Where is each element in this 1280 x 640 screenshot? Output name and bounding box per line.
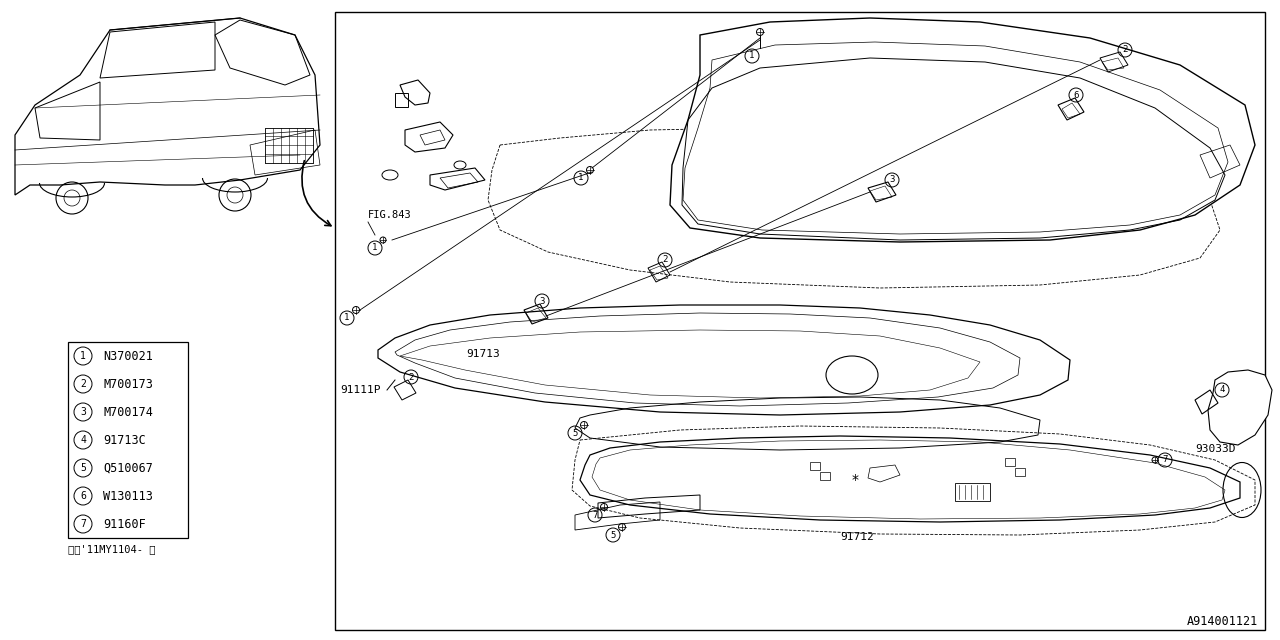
Text: 91713: 91713 — [466, 349, 499, 359]
Text: 7: 7 — [81, 519, 86, 529]
Text: Q510067: Q510067 — [102, 461, 152, 474]
Text: 1: 1 — [749, 51, 755, 61]
Polygon shape — [1208, 370, 1272, 445]
Text: FIG.843: FIG.843 — [369, 210, 412, 220]
Text: *: * — [851, 473, 859, 487]
Text: A914001121: A914001121 — [1187, 615, 1258, 628]
Text: 91160F: 91160F — [102, 518, 146, 531]
Polygon shape — [378, 305, 1070, 415]
Text: 6: 6 — [81, 491, 86, 501]
Text: 3: 3 — [890, 175, 895, 184]
Text: 2: 2 — [662, 255, 668, 264]
Text: M700174: M700174 — [102, 406, 152, 419]
Text: 3: 3 — [81, 407, 86, 417]
Text: 1: 1 — [81, 351, 86, 361]
Text: 91713C: 91713C — [102, 433, 146, 447]
Text: 4: 4 — [1220, 385, 1225, 394]
Text: 5: 5 — [81, 463, 86, 473]
Text: 93033D: 93033D — [1196, 444, 1235, 454]
Text: 1: 1 — [372, 243, 378, 253]
Text: W130113: W130113 — [102, 490, 152, 502]
Text: 2: 2 — [81, 379, 86, 389]
Text: 1: 1 — [579, 173, 584, 182]
Text: 5: 5 — [572, 429, 577, 438]
Text: ※＜'11MY1104- ＞: ※＜'11MY1104- ＞ — [68, 544, 155, 554]
Bar — [68, 342, 188, 538]
Polygon shape — [580, 436, 1240, 522]
Bar — [335, 12, 1265, 630]
Text: 7: 7 — [1162, 456, 1167, 465]
Text: 91712: 91712 — [840, 532, 874, 542]
Text: 2: 2 — [408, 372, 413, 381]
Text: 91111P: 91111P — [340, 385, 380, 395]
Text: 6: 6 — [1074, 90, 1079, 99]
Text: 1: 1 — [344, 314, 349, 323]
Text: 3: 3 — [539, 296, 545, 305]
Text: 5: 5 — [611, 531, 616, 540]
Text: M700173: M700173 — [102, 378, 152, 390]
Text: 4: 4 — [81, 435, 86, 445]
Text: 7: 7 — [593, 511, 598, 520]
Polygon shape — [669, 18, 1254, 242]
Text: N370021: N370021 — [102, 349, 152, 362]
Text: 2: 2 — [1123, 45, 1128, 54]
